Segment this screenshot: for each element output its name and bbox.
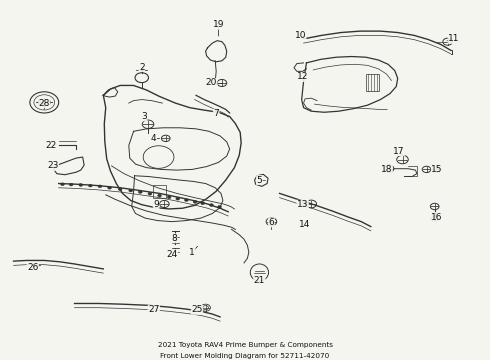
Text: 2021 Toyota RAV4 Prime Bumper & Components: 2021 Toyota RAV4 Prime Bumper & Componen… [157,342,333,348]
Circle shape [218,206,221,208]
Text: 23: 23 [47,161,59,170]
Text: 17: 17 [393,147,404,156]
Bar [366,74,379,91]
Text: 3: 3 [141,112,147,121]
Text: 27: 27 [148,305,159,314]
Text: 21: 21 [254,276,265,285]
Circle shape [138,190,142,193]
Circle shape [185,199,188,202]
Bar [153,185,166,198]
Circle shape [148,192,152,195]
Circle shape [201,202,205,205]
Text: 24: 24 [167,249,178,258]
Text: 13: 13 [297,200,308,209]
Text: 26: 26 [27,263,38,272]
Text: 20: 20 [206,78,217,87]
Circle shape [209,204,213,207]
Text: 11: 11 [448,34,460,43]
Text: 7: 7 [213,109,219,118]
Circle shape [108,186,112,189]
Text: 1: 1 [189,248,195,257]
Text: 18: 18 [381,165,392,174]
Circle shape [98,185,102,188]
Text: 14: 14 [299,220,311,229]
Text: 19: 19 [213,20,224,29]
Text: 22: 22 [45,141,56,150]
Text: 8: 8 [171,234,177,243]
Text: 12: 12 [297,72,308,81]
Circle shape [118,188,122,190]
Circle shape [129,189,133,192]
Text: 10: 10 [294,31,306,40]
Text: 4: 4 [151,134,157,143]
Circle shape [158,194,161,197]
Text: 2: 2 [139,63,145,72]
Text: 25: 25 [191,305,203,314]
Circle shape [79,184,83,186]
Text: 6: 6 [269,218,274,227]
Circle shape [176,197,180,200]
Circle shape [69,183,73,186]
Text: Front Lower Molding Diagram for 52711-42070: Front Lower Molding Diagram for 52711-42… [160,353,330,359]
Circle shape [193,201,197,203]
Text: 9: 9 [153,200,159,209]
Circle shape [167,196,171,199]
Text: 16: 16 [431,212,443,221]
Text: 5: 5 [257,176,262,185]
Circle shape [61,183,65,186]
Text: 15: 15 [431,165,443,174]
Text: 28: 28 [39,99,50,108]
Circle shape [89,184,92,187]
